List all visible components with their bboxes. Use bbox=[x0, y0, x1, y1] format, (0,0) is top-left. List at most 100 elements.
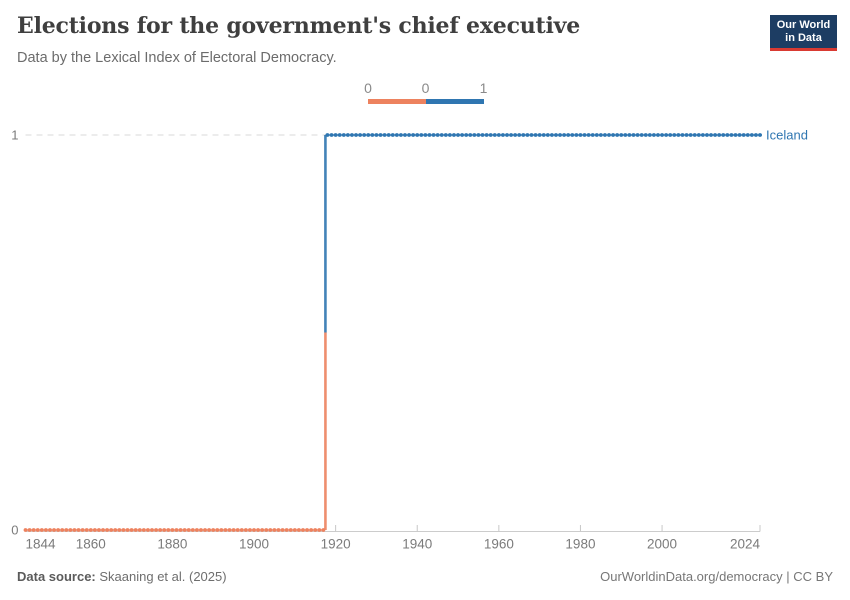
data-point-marker bbox=[97, 528, 101, 532]
legend-swatch-value-0[interactable] bbox=[368, 99, 426, 104]
data-point-marker bbox=[749, 133, 754, 137]
data-point-marker bbox=[190, 528, 195, 532]
data-point-marker bbox=[370, 133, 375, 137]
data-point-marker bbox=[231, 528, 236, 532]
data-point-marker bbox=[146, 528, 150, 532]
data-point-marker bbox=[121, 528, 126, 532]
data-point-marker bbox=[276, 528, 281, 532]
data-point-marker bbox=[484, 133, 489, 137]
data-point-marker bbox=[309, 528, 314, 532]
data-point-marker bbox=[80, 528, 85, 532]
data-point-marker bbox=[680, 133, 685, 137]
data-point-marker bbox=[415, 133, 420, 137]
data-point-marker bbox=[64, 528, 69, 532]
data-point-marker bbox=[517, 133, 522, 137]
data-point-marker bbox=[292, 528, 297, 532]
data-point-marker bbox=[129, 528, 134, 532]
data-point-marker bbox=[337, 133, 342, 137]
data-point-marker bbox=[68, 528, 73, 532]
data-point-marker bbox=[509, 133, 513, 137]
x-axis-tick-label: 1960 bbox=[484, 537, 514, 552]
data-point-marker bbox=[729, 133, 734, 137]
data-point-marker bbox=[317, 528, 322, 532]
data-point-marker bbox=[125, 528, 130, 532]
data-point-marker bbox=[394, 133, 399, 137]
data-point-marker bbox=[619, 133, 624, 137]
data-point-marker bbox=[182, 528, 187, 532]
data-point-marker bbox=[745, 133, 750, 137]
data-point-marker bbox=[611, 133, 615, 137]
data-point-marker bbox=[186, 528, 191, 532]
chart-footer: Data source: Skaaning et al. (2025) OurW… bbox=[0, 569, 850, 591]
entity-label[interactable]: Iceland bbox=[766, 128, 808, 143]
data-point-marker bbox=[615, 133, 620, 137]
data-point-marker bbox=[705, 133, 709, 137]
data-point-marker bbox=[101, 528, 105, 532]
data-point-marker bbox=[709, 133, 713, 137]
data-point-marker bbox=[248, 528, 252, 532]
data-point-marker bbox=[321, 528, 326, 532]
data-point-marker bbox=[88, 528, 93, 532]
data-point-marker bbox=[268, 528, 273, 532]
data-point-marker bbox=[660, 133, 664, 137]
data-point-marker bbox=[27, 528, 32, 532]
data-point-marker bbox=[211, 528, 216, 532]
data-source-text: Skaaning et al. (2025) bbox=[99, 569, 227, 584]
data-point-marker bbox=[354, 133, 358, 137]
data-point-marker bbox=[501, 133, 505, 137]
owid-logo[interactable]: Our World in Data bbox=[770, 15, 837, 51]
color-legend: 0 0 1 bbox=[340, 79, 510, 105]
data-point-marker bbox=[325, 133, 330, 137]
data-point-marker bbox=[252, 528, 256, 532]
owid-logo-line1: Our World bbox=[776, 19, 831, 31]
data-point-marker bbox=[411, 133, 416, 137]
data-point-marker bbox=[44, 528, 48, 532]
data-point-marker bbox=[688, 133, 693, 137]
data-point-marker bbox=[692, 133, 697, 137]
data-point-marker bbox=[72, 528, 77, 532]
x-axis-tick-label: 1940 bbox=[402, 537, 432, 552]
data-point-marker bbox=[141, 528, 146, 532]
data-point-marker bbox=[598, 133, 603, 137]
data-point-marker bbox=[452, 133, 456, 137]
data-point-marker bbox=[549, 133, 554, 137]
data-point-marker bbox=[439, 133, 444, 137]
y-axis-tick-label: 1 bbox=[11, 128, 18, 143]
data-point-marker bbox=[150, 528, 154, 532]
data-point-marker bbox=[374, 133, 379, 137]
x-axis-tick-label: 2024 bbox=[730, 537, 761, 552]
data-point-marker bbox=[713, 133, 718, 137]
data-point-marker bbox=[199, 528, 203, 532]
data-point-marker bbox=[341, 133, 346, 137]
data-point-marker bbox=[174, 528, 179, 532]
x-axis-tick-label: 1880 bbox=[157, 537, 187, 552]
y-axis-tick-label: 0 bbox=[11, 523, 18, 538]
data-point-marker bbox=[284, 528, 289, 532]
data-point-marker bbox=[656, 133, 660, 137]
data-point-marker bbox=[631, 133, 636, 137]
chart-subtitle: Data by the Lexical Index of Electoral D… bbox=[17, 50, 337, 66]
data-point-marker bbox=[513, 133, 518, 137]
data-point-marker bbox=[533, 133, 538, 137]
data-point-marker bbox=[652, 133, 656, 137]
data-point-marker bbox=[419, 133, 424, 137]
data-point-marker bbox=[456, 133, 460, 137]
data-point-marker bbox=[460, 133, 465, 137]
data-point-marker bbox=[447, 133, 452, 137]
x-axis-tick-label: 1920 bbox=[321, 537, 351, 552]
data-point-marker bbox=[443, 133, 448, 137]
legend-swatch-value-1[interactable] bbox=[425, 99, 484, 104]
page-title: Elections for the government's chief exe… bbox=[17, 13, 581, 39]
data-point-marker bbox=[562, 133, 567, 137]
x-axis-tick-label: 1844 bbox=[26, 537, 57, 552]
data-point-marker bbox=[235, 528, 240, 532]
data-point-marker bbox=[296, 528, 301, 532]
data-point-marker bbox=[158, 528, 163, 532]
license-link[interactable]: OurWorldinData.org/democracy | CC BY bbox=[600, 569, 833, 584]
data-point-marker bbox=[529, 133, 534, 137]
data-point-marker bbox=[166, 528, 171, 532]
data-point-marker bbox=[578, 133, 583, 137]
data-point-marker bbox=[537, 133, 542, 137]
data-point-marker bbox=[435, 133, 440, 137]
